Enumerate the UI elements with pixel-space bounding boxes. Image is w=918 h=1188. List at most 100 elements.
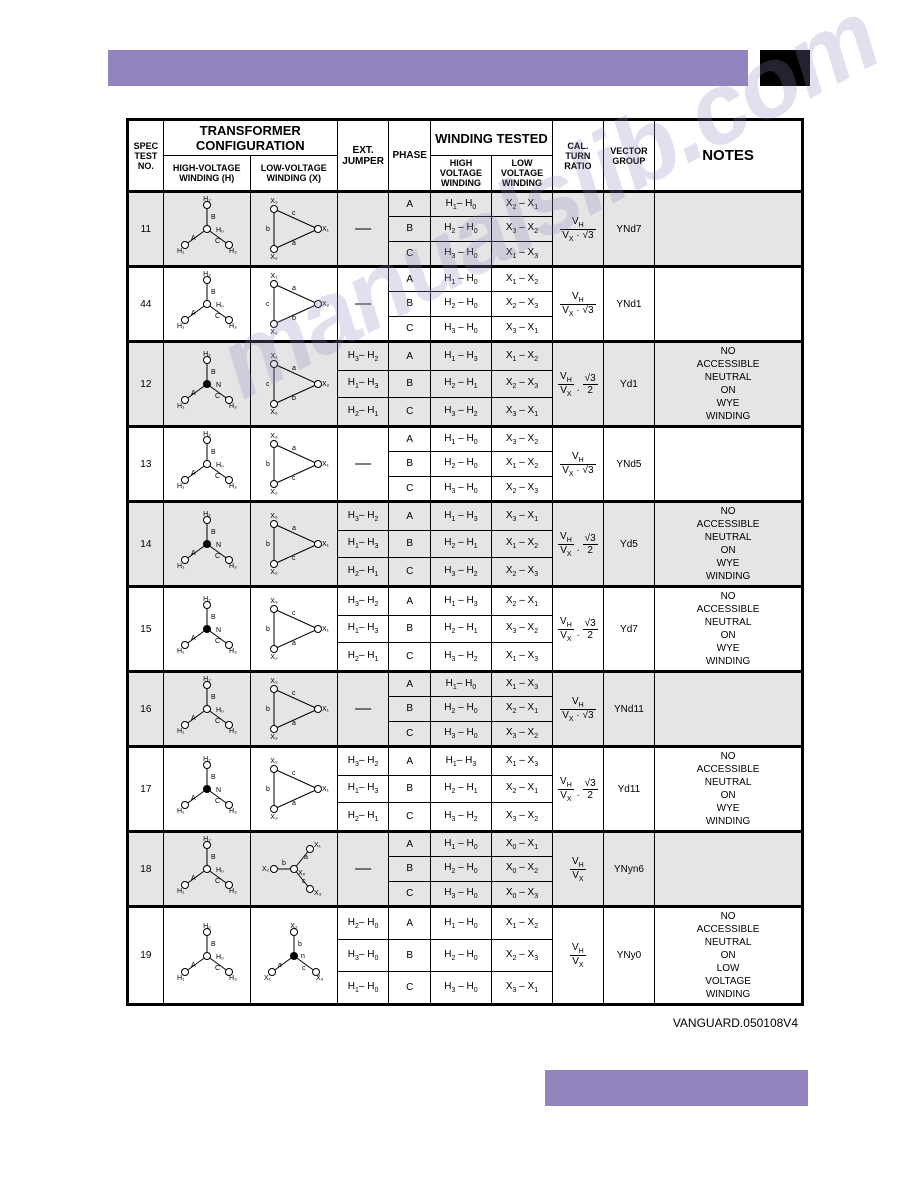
svg-text:X₂: X₂ [270, 758, 278, 765]
svg-text:a: a [292, 640, 296, 647]
lv-winding-tested: X3 – X2 [491, 427, 552, 452]
svg-text:H₀: H₀ [216, 227, 224, 234]
lv-winding-tested: X2 – X3 [491, 292, 552, 316]
lv-winding-tested: X1 – X2 [491, 452, 552, 476]
ext-jumper: H3– H2 [337, 747, 389, 776]
hv-winding-tested: H3 – H0 [430, 316, 491, 341]
svg-text:c: c [302, 878, 306, 885]
table-row: 12 H₂ H₁ H₃ B A C N X₁ X₂ X₃ a b c H3– H… [128, 342, 803, 371]
svg-text:H₁: H₁ [177, 648, 185, 655]
svg-text:X₂: X₂ [270, 569, 278, 576]
hv-winding-tested: H1 – H0 [430, 427, 491, 452]
svg-text:a: a [278, 962, 282, 969]
ext-jumper: H2– H1 [337, 803, 389, 832]
svg-text:X₂: X₂ [270, 678, 278, 685]
svg-text:c: c [266, 381, 270, 388]
svg-text:b: b [266, 786, 270, 793]
col-cal-turn-ratio: CAL.TURNRATIO [553, 120, 604, 192]
svg-text:A: A [191, 390, 196, 397]
svg-text:H₀: H₀ [216, 954, 224, 961]
svg-text:H₁: H₁ [177, 323, 185, 330]
hv-winding-tested: H2 – H0 [430, 292, 491, 316]
svg-text:A: A [191, 715, 196, 722]
svg-text:H₀: H₀ [216, 302, 224, 309]
phase: C [389, 643, 430, 672]
ext-jumper: H1– H3 [337, 775, 389, 802]
lv-winding-tested: X2 – X1 [491, 587, 552, 616]
phase: C [389, 971, 430, 1004]
lv-winding-tested: X3 – X1 [491, 316, 552, 341]
cal-turn-ratio: VHVX [553, 907, 604, 1005]
hv-winding-tested: H3 – H2 [430, 643, 491, 672]
table-row: 19 H₂ H₁ H₃ B A C H₀ X₂ X₁ X₃ b a c n H2… [128, 907, 803, 940]
phase: C [389, 316, 430, 341]
phase: A [389, 747, 430, 776]
col-lv-winding: LOWVOLTAGEWINDING [491, 156, 552, 192]
svg-text:C: C [215, 638, 220, 645]
svg-text:X₁: X₁ [314, 842, 322, 849]
svg-text:B: B [211, 774, 216, 781]
phase: C [389, 721, 430, 746]
svg-text:H₃: H₃ [229, 975, 237, 982]
svg-text:H₂: H₂ [203, 596, 211, 603]
hv-diagram: H₂ H₁ H₃ B A C N [163, 502, 250, 587]
phase: A [389, 587, 430, 616]
phase: B [389, 370, 430, 397]
svg-text:A: A [191, 962, 196, 969]
notes-cell: NOACCESSIBLENEUTRALONWYEWINDING [655, 747, 803, 832]
phase: B [389, 940, 430, 972]
lv-diagram: X₁ X₂ X₃ a b c [250, 267, 337, 342]
svg-text:C: C [215, 393, 220, 400]
svg-text:H₃: H₃ [229, 808, 237, 815]
svg-text:c: c [266, 301, 270, 308]
ext-jumper: H2– H1 [337, 643, 389, 672]
hv-winding-tested: H2 – H0 [430, 697, 491, 721]
col-notes: NOTES [655, 120, 803, 192]
svg-text:b: b [266, 226, 270, 233]
phase: B [389, 452, 430, 476]
svg-text:H₂: H₂ [203, 351, 211, 358]
spec-no: 13 [128, 427, 164, 502]
lv-winding-tested: X0 – X2 [491, 857, 552, 881]
svg-text:X₃: X₃ [270, 198, 278, 205]
svg-text:N: N [216, 627, 221, 634]
lv-winding-tested: X2 – X3 [491, 940, 552, 972]
lv-winding-tested: X2 – X1 [491, 697, 552, 721]
svg-text:c: c [292, 610, 296, 617]
svg-text:B: B [211, 529, 216, 536]
svg-text:C: C [215, 965, 220, 972]
svg-text:X₃: X₃ [270, 329, 278, 336]
svg-text:c: c [292, 475, 296, 482]
svg-text:a: a [292, 365, 296, 372]
svg-text:n: n [301, 953, 305, 960]
svg-text:A: A [191, 550, 196, 557]
ext-jumper: H1– H0 [337, 971, 389, 1004]
svg-text:B: B [211, 289, 216, 296]
table-row: 16 H₂ H₁ H₃ B A C H₀ X₂ X₁ X₃ c a b —AH1… [128, 672, 803, 697]
phase: B [389, 292, 430, 316]
svg-text:b: b [266, 626, 270, 633]
header-bar-left [108, 50, 748, 86]
svg-text:A: A [191, 470, 196, 477]
hv-winding-tested: H3 – H2 [430, 398, 491, 427]
lv-winding-tested: X2 – X1 [491, 192, 552, 217]
svg-text:H₃: H₃ [229, 323, 237, 330]
svg-text:H₁: H₁ [177, 808, 185, 815]
svg-text:a: a [292, 445, 296, 452]
svg-text:X₃: X₃ [270, 598, 278, 605]
svg-text:b: b [292, 315, 296, 322]
svg-text:X₃: X₃ [314, 890, 322, 897]
phase: C [389, 398, 430, 427]
notes-cell: NOACCESSIBLENEUTRALONWYEWINDING [655, 587, 803, 672]
ext-jumper: H1– H3 [337, 370, 389, 397]
svg-text:N: N [216, 382, 221, 389]
notes-cell: NOACCESSIBLENEUTRALONLOWVOLTAGEWINDING [655, 907, 803, 1005]
spec-no: 11 [128, 192, 164, 267]
svg-text:C: C [215, 473, 220, 480]
spec-no: 44 [128, 267, 164, 342]
vector-group: Yd1 [603, 342, 654, 427]
svg-text:X₁: X₁ [270, 273, 278, 280]
notes-cell [655, 267, 803, 342]
lv-winding-tested: X1 – X2 [491, 267, 552, 292]
svg-text:H₃: H₃ [229, 563, 237, 570]
